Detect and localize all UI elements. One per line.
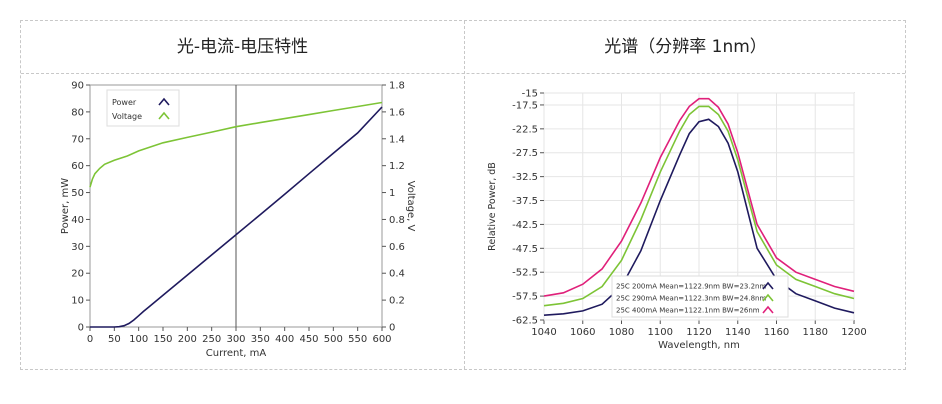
- liv-y2-tick-label: 0: [389, 323, 395, 334]
- liv-legend-swatch: [158, 97, 170, 106]
- spectrum-legend-swatch: [762, 293, 774, 302]
- chart-frame: 光-电流-电压特性 光谱（分辨率 1nm）: [20, 20, 906, 370]
- liv-x-tick-label: 300: [226, 334, 245, 345]
- liv-x-tick-label: 200: [178, 334, 197, 345]
- liv-y2-tick-label: 1.8: [389, 81, 405, 92]
- spectrum-x-tick-label: 1080: [609, 327, 634, 338]
- liv-legend: [106, 89, 180, 127]
- spectrum-series-25c-400ma-mean-1122-1nm-bw-26nm: [543, 97, 855, 297]
- liv-x-tick-label: 450: [299, 334, 318, 345]
- spectrum-legend-label: 25C 200mA Mean=1122.9nm BW=23.2nm: [616, 283, 766, 291]
- liv-x-tick-label: 600: [372, 334, 391, 345]
- liv-chart: 0 50 100 150 200 250 300 350 400 450 500 550 6000102…: [60, 81, 416, 360]
- liv-y-tick-label: 30: [71, 242, 84, 253]
- spectrum-x-tick-label: 1120: [686, 327, 711, 338]
- liv-x-axis-label: Current, mA: [206, 348, 267, 359]
- liv-x-tick-label: 400: [275, 334, 294, 345]
- spectrum-y-tick-label: -32.5: [512, 172, 538, 183]
- spectrum-y-tick-label: -42.5: [512, 220, 538, 231]
- spectrum-y-tick-label: -17.5: [512, 100, 538, 111]
- spectrum-x-axis-label: Wavelength, nm: [658, 340, 740, 351]
- spectrum-x-tick-label: 1140: [725, 327, 750, 338]
- liv-y-tick-label: 10: [71, 296, 84, 307]
- liv-legend-label: Power: [112, 98, 137, 107]
- liv-y-tick-label: 90: [71, 81, 84, 92]
- liv-y2-tick-label: 1: [389, 188, 395, 199]
- liv-chart-title: 光-电流-电压特性: [176, 37, 309, 57]
- spectrum-y-tick-label: -27.5: [512, 148, 538, 159]
- spectrum-y-tick-label: -52.5: [512, 268, 538, 279]
- spectrum-x-tick-label: 1180: [803, 327, 828, 338]
- spectrum-y-tick-label: -37.5: [512, 196, 538, 207]
- spectrum-y-tick-label: -57.5: [512, 292, 538, 303]
- panel-divider-vertical: [464, 21, 465, 369]
- liv-y-tick-label: 40: [71, 215, 84, 226]
- spectrum-x-tick-label: 1200: [841, 327, 866, 338]
- liv-y-tick-label: 70: [71, 134, 84, 145]
- spectrum-legend-label: 25C 290mA Mean=1122.3nm BW=24.8nm: [616, 295, 766, 303]
- liv-y-tick-label: 80: [71, 107, 84, 118]
- liv-y2-tick-label: 1.2: [389, 161, 405, 172]
- spectrum-y-tick-label: -15: [522, 89, 538, 100]
- liv-legend-swatch: [158, 111, 170, 120]
- liv-x-tick-label: 250: [202, 334, 221, 345]
- liv-y2-tick-label: 0.8: [389, 215, 405, 226]
- spectrum-x-tick-label: 1060: [570, 327, 595, 338]
- spectrum-y-tick-label: -22.5: [512, 124, 538, 135]
- spectrum-chart: 1040 1060 1080 1100 1120 1140 1160 1180 1200-15-…: [487, 89, 867, 352]
- liv-y2-axis-label: Voltage, V: [405, 181, 416, 232]
- liv-x-tick-label: 500: [324, 334, 343, 345]
- liv-x-tick-label: 50: [108, 334, 121, 345]
- liv-legend-label: Voltage: [112, 112, 142, 121]
- liv-x-tick-label: 350: [251, 334, 270, 345]
- liv-series-power: [90, 106, 383, 328]
- liv-y2-tick-label: 0.4: [389, 269, 405, 280]
- spectrum-legend-swatch: [762, 305, 774, 314]
- spectrum-series-25c-290ma-mean-1122-3nm-bw-24-8nm: [543, 105, 855, 307]
- spectrum-legend: [611, 275, 789, 318]
- liv-y-tick-label: 0: [78, 323, 84, 334]
- liv-y-tick-label: 50: [71, 188, 84, 199]
- liv-x-tick-label: 550: [348, 334, 367, 345]
- spectrum-chart-title: 光谱（分辨率 1nm）: [604, 37, 767, 57]
- spectrum-x-tick-label: 1040: [531, 327, 556, 338]
- spectrum-x-tick-label: 1160: [764, 327, 789, 338]
- liv-y-tick-label: 60: [71, 161, 84, 172]
- liv-y2-tick-label: 1.6: [389, 107, 405, 118]
- liv-y2-tick-label: 0.2: [389, 296, 405, 307]
- spectrum-y-tick-label: -47.5: [512, 244, 538, 255]
- spectrum-legend-swatch: [762, 281, 774, 290]
- spectrum-y-tick-label: -62.5: [512, 316, 538, 327]
- liv-y2-tick-label: 1.4: [389, 134, 405, 145]
- liv-y2-tick-label: 0.6: [389, 242, 405, 253]
- liv-x-tick-label: 100: [129, 334, 148, 345]
- spectrum-legend-label: 25C 400mA Mean=1122.1nm BW=26nm: [616, 307, 760, 315]
- spectrum-x-tick-label: 1100: [648, 327, 673, 338]
- liv-y-axis-label: Power, mW: [60, 178, 71, 234]
- spectrum-y-axis-label: Relative Power, dB: [487, 162, 498, 251]
- liv-y-tick-label: 20: [71, 269, 84, 280]
- liv-series-voltage: [89, 101, 383, 188]
- liv-x-tick-label: 0: [87, 334, 93, 345]
- spectrum-series-25c-200ma-mean-1122-9nm-bw-23-2nm: [543, 118, 855, 316]
- liv-x-tick-label: 150: [153, 334, 172, 345]
- panel-divider-horizontal: [21, 73, 905, 74]
